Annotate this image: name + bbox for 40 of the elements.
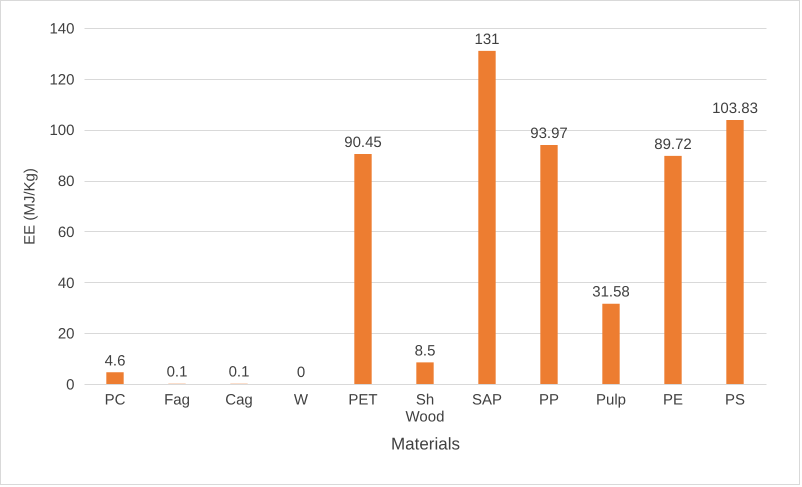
data-label: 90.45 [344,134,382,151]
x-tick-label: Fag [164,392,190,408]
bar [106,372,124,384]
data-label: 93.97 [530,125,568,142]
x-tick-label: Pulp [596,392,626,408]
x-tick-label: PP [538,392,560,408]
x-tick-label: PE [662,392,684,408]
data-label: 4.6 [104,352,126,370]
x-tick-label: PS [724,392,746,408]
data-label: 103.83 [712,100,758,117]
y-axis-title: EE (MJ/Kg) [21,168,38,245]
bar [478,50,496,384]
y-tick-label: 40 [58,274,74,292]
bar [540,145,558,384]
y-tick-label: 120 [49,71,74,88]
y-tick-label: 100 [49,122,74,140]
y-tick-label: 0 [66,376,74,394]
y-tick-label: 60 [58,224,74,241]
data-label: 89.72 [654,136,692,153]
data-label: 0.1 [166,364,188,381]
bar [354,154,372,384]
data-label: 0 [296,364,306,381]
y-tick-label: 80 [58,173,74,190]
x-tick-label: PET [348,392,378,408]
y-tick-label: 140 [49,20,74,38]
data-label: 131 [474,30,500,48]
x-tick-label: Cag [225,392,253,408]
x-tick-label: SAP [472,392,502,408]
bar [664,156,682,384]
x-tick-label: Sh Wood [406,392,444,426]
data-label: 0.1 [228,364,250,381]
y-tick-label: 20 [58,326,74,343]
bar [726,120,744,384]
data-label: 31.58 [592,284,630,301]
x-tick-label: W [294,392,309,408]
data-label: 8.5 [414,342,436,360]
x-tick-label: PC [104,392,126,408]
x-axis-title: Materials [391,434,460,454]
bar [416,362,434,384]
bar [602,304,620,384]
